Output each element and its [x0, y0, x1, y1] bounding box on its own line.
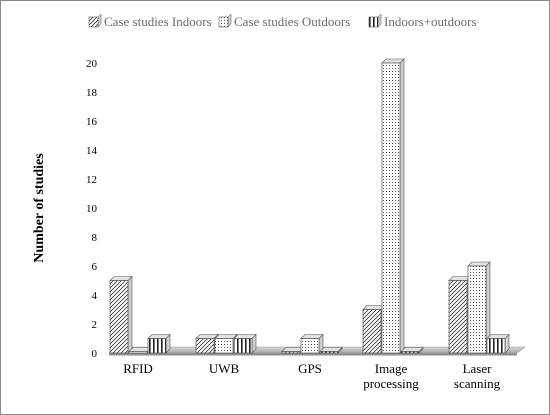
- bar-gps-indoors-outdoors: [319, 346, 343, 354]
- floor-edge: [109, 353, 517, 356]
- legend-item-indoors-outdoors: Indoors+outdoors: [368, 13, 477, 29]
- bar-rfid-indoors-outdoors: [147, 333, 171, 354]
- bar-rfid-case-studies-indoors: [109, 275, 133, 354]
- y-tick-label: 6: [92, 261, 98, 273]
- y-tick-label: 0: [92, 348, 98, 360]
- bar-top-face: [381, 58, 405, 64]
- legend-swatch-side: [377, 13, 382, 28]
- x-tick-label-rfid: RFID: [123, 361, 153, 376]
- bar-side-face: [399, 58, 405, 354]
- bar-gps-case-studies-outdoors: [300, 333, 324, 354]
- bar-uwb-indoors-outdoors: [233, 333, 257, 354]
- x-tick-label-image-processing: Image processing: [363, 361, 419, 391]
- x-tick-label-uwb: UWB: [209, 361, 240, 376]
- y-tick-label: 2: [92, 319, 98, 331]
- x-tick-label-laser-scanning: Laser scanning: [454, 361, 501, 391]
- y-tick-label: 16: [86, 116, 98, 128]
- legend-label: Indoors+outdoors: [384, 14, 477, 29]
- bar-front-face: [319, 351, 339, 354]
- bar-laser-scanning-case-studies-outdoors: [467, 261, 491, 354]
- bar-front-face: [400, 351, 420, 354]
- bar-front-face: [448, 280, 468, 354]
- legend-swatch-side: [227, 13, 232, 28]
- bar-top-face: [109, 276, 133, 281]
- bar-top-face: [195, 334, 219, 339]
- y-axis-title: Number of studies: [32, 153, 47, 263]
- y-tick-label: 14: [86, 145, 98, 157]
- bar-top-face: [300, 334, 324, 339]
- bar-front-face: [233, 338, 253, 354]
- y-tick-label: 10: [86, 203, 98, 215]
- bar-top-face: [214, 334, 238, 339]
- bar-front-face: [300, 338, 320, 354]
- bar-front-face: [281, 351, 301, 354]
- legend-swatch: [368, 16, 379, 28]
- bar-front-face: [467, 265, 487, 354]
- legend: Case studies Indoors Case studies Outdoor…: [88, 13, 477, 29]
- legend-swatch: [88, 16, 99, 28]
- bar-front-face: [147, 338, 167, 354]
- bar-front-face: [214, 338, 234, 354]
- bar-front-face: [381, 62, 401, 354]
- legend-label: Case studies Indoors: [104, 14, 212, 29]
- bar-top-face: [233, 334, 257, 339]
- bar-image-processing-case-studies-outdoors: [381, 58, 405, 354]
- bars: [109, 58, 510, 354]
- bar-front-face: [486, 338, 506, 354]
- y-tick-label: 20: [86, 58, 98, 70]
- bar-top-face: [486, 334, 510, 339]
- y-tick-label: 8: [92, 232, 98, 244]
- legend-swatch-side: [97, 13, 102, 28]
- y-tick-label: 18: [86, 87, 98, 99]
- y-tick-label: 4: [92, 290, 98, 302]
- bar-top-face: [319, 347, 343, 352]
- bar-image-processing-indoors-outdoors: [400, 346, 424, 354]
- bar-laser-scanning-indoors-outdoors: [486, 333, 510, 354]
- bar-front-face: [109, 280, 129, 354]
- y-tick-label: 12: [86, 174, 97, 186]
- legend-label: Case studies Outdoors: [234, 14, 350, 29]
- bar-front-face: [128, 351, 148, 354]
- y-axis: 0 2 4 6 8 10 12 14 16 18 20 Number of studies: [32, 58, 98, 360]
- legend-swatch: [218, 16, 229, 28]
- x-axis: RFID UWB GPS Image processing Laser scanning: [123, 361, 500, 391]
- x-tick-label-gps: GPS: [298, 361, 322, 376]
- legend-item-case-studies-indoors: Case studies Indoors: [88, 13, 212, 29]
- bar-top-face: [147, 334, 171, 339]
- bar-top-face: [400, 347, 424, 352]
- legend-item-case-studies-outdoors: Case studies Outdoors: [218, 13, 350, 29]
- bar-side-face: [127, 275, 133, 354]
- bar-front-face: [195, 338, 215, 354]
- bar-front-face: [362, 309, 382, 354]
- bar-top-face: [467, 261, 491, 267]
